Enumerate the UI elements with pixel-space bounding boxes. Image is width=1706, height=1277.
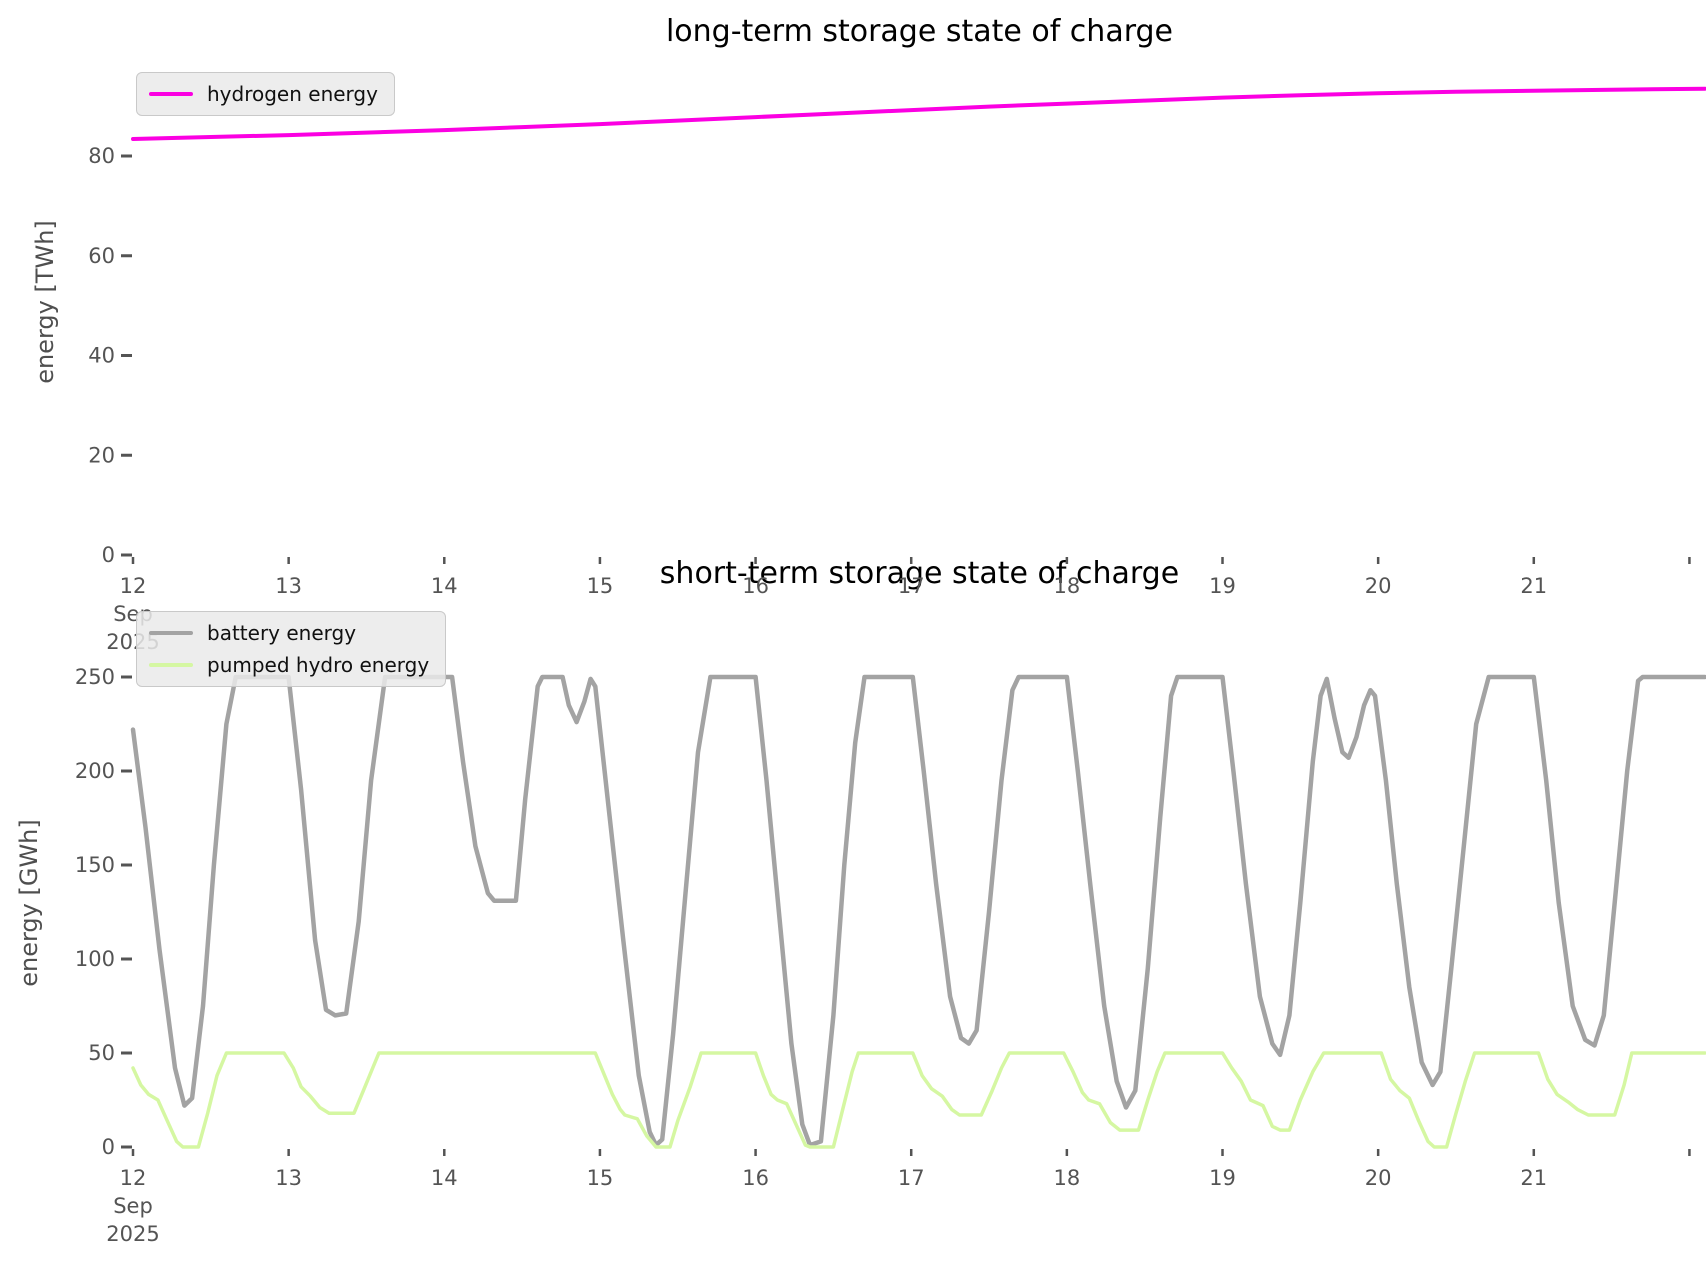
battery-energy-line-sample — [149, 631, 193, 635]
short-term-series-1-line — [131, 1051, 1706, 1149]
x-tick-label: 19 — [1209, 1166, 1236, 1190]
y-tick-label: 40 — [88, 344, 115, 368]
x-tick-label: 21 — [1520, 574, 1547, 598]
x-tick-label: 17 — [898, 1166, 925, 1190]
y-tick-label: 20 — [88, 443, 115, 467]
legend-label-hydrogen-energy: hydrogen energy — [207, 82, 378, 106]
x-axis-sub-label: Sep — [113, 1194, 153, 1218]
y-tick-label: 50 — [88, 1041, 115, 1065]
y-tick-label: 200 — [75, 759, 115, 783]
x-tick-label: 18 — [1053, 574, 1080, 598]
short-term-chart-title: short-term storage state of charge — [659, 556, 1180, 591]
x-tick-label: 13 — [275, 574, 302, 598]
y-tick-label: 150 — [75, 853, 115, 877]
x-axis-sub-label: 2025 — [106, 1222, 159, 1246]
x-tick-label: 21 — [1520, 1166, 1547, 1190]
long-term-chart-title: long-term storage state of charge — [665, 14, 1174, 49]
legend-item-battery-energy: battery energy — [149, 619, 429, 647]
x-tick-label: 14 — [431, 574, 458, 598]
legend-item-hydrogen-energy: hydrogen energy — [149, 80, 378, 108]
x-tick-label: 15 — [587, 574, 614, 598]
x-tick-label: 15 — [587, 1166, 614, 1190]
x-tick-label: 16 — [742, 1166, 769, 1190]
long-term-series-0-line — [131, 86, 1706, 141]
short-term-legend: battery energy pumped hydro energy — [136, 611, 447, 687]
y-tick-label: 100 — [75, 947, 115, 971]
x-tick-label: 12 — [120, 1166, 147, 1190]
y-tick-label: 0 — [102, 1135, 115, 1159]
legend-label-battery-energy: battery energy — [207, 621, 357, 645]
x-tick-label: 19 — [1209, 574, 1236, 598]
x-tick-label: 18 — [1053, 1166, 1080, 1190]
y-tick-label: 250 — [75, 665, 115, 689]
long-term-legend: hydrogen energy — [136, 72, 395, 116]
short-term-series-0-line — [130, 674, 1706, 1148]
y-tick-label: 80 — [88, 144, 115, 168]
x-tick-label: 20 — [1365, 1166, 1392, 1190]
x-tick-label: 16 — [742, 574, 769, 598]
legend-label-pumped-hydro-energy: pumped hydro energy — [207, 653, 430, 677]
x-tick-label: 12 — [120, 574, 147, 598]
x-tick-label: 13 — [275, 1166, 302, 1190]
y-tick-label: 0 — [102, 543, 115, 567]
x-tick-label: 20 — [1365, 574, 1392, 598]
x-tick-label: 14 — [431, 1166, 458, 1190]
y-tick-label: 60 — [88, 244, 115, 268]
pumped-hydro-energy-line-sample — [149, 663, 193, 667]
x-tick-label: 17 — [898, 574, 925, 598]
hydrogen-energy-line-sample — [149, 92, 193, 96]
legend-item-pumped-hydro-energy: pumped hydro energy — [149, 651, 429, 679]
